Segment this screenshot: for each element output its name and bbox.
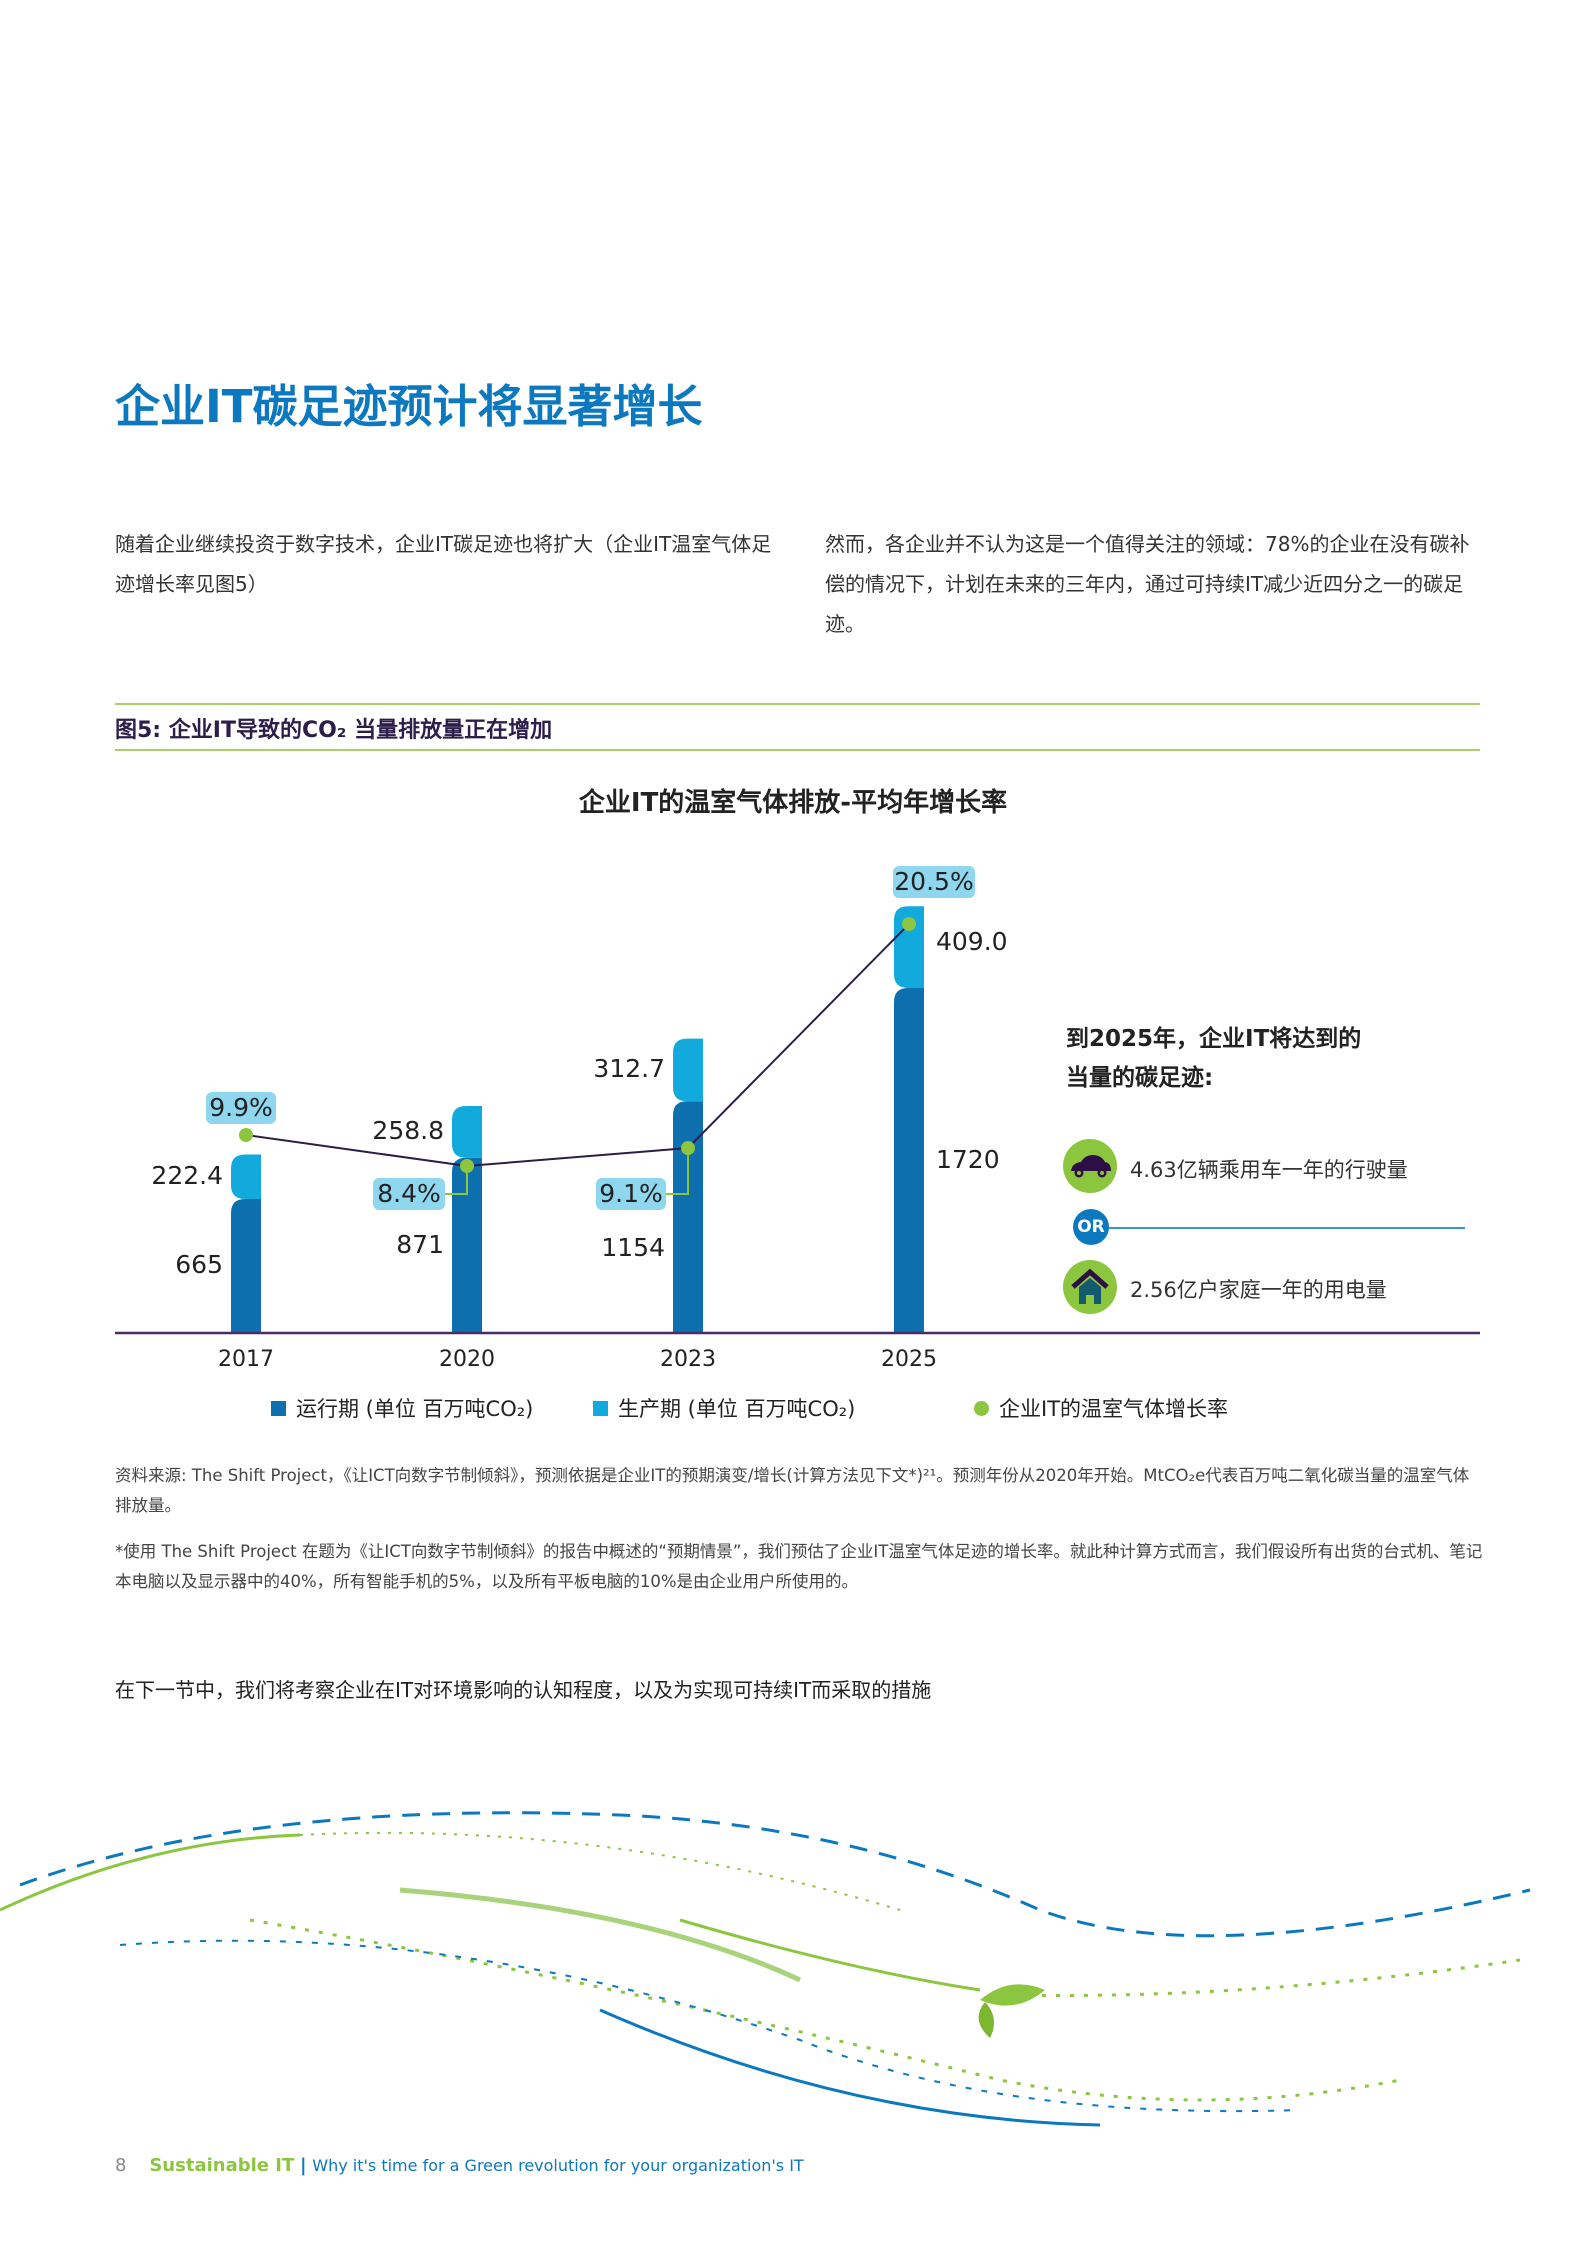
legend-swatch [974,1400,989,1416]
bar-operation-2020 [452,1157,482,1332]
house-icon [1063,1260,1117,1314]
panel-title-line1: 到2025年，企业IT将达到的 [1066,1026,1362,1052]
legend-item-growth: 企业IT的温室气体增长率 [974,1393,1228,1423]
panel-title-line2: 当量的碳足迹: [1066,1065,1214,1091]
method-note: *使用 The Shift Project 在题为《让ICT向数字节制倾斜》的报… [115,1542,1483,1591]
legend-label: 企业IT的温室气体增长率 [999,1397,1229,1421]
intro-left: 随着企业继续投资于数字技术，企业IT碳足迹也将扩大（企业IT温室气体足迹增长率见… [115,532,772,596]
growth-point-2020 [460,1159,474,1173]
growth-label-connector [665,1148,689,1195]
growth-rate-label: 8.4% [373,1178,445,1210]
legend-item-operation: 运行期 (单位 百万吨CO₂) [271,1393,533,1423]
legend-label: 运行期 (单位 百万吨CO₂) [296,1397,534,1421]
data-label-operation: 871 [396,1230,444,1259]
bar-production-2025 [894,906,924,988]
source-note: 资料来源: The Shift Project，《让ICT向数字节制倾斜》，预测… [115,1466,1470,1515]
page-number: 8 [115,2155,127,2176]
legend-swatch [271,1400,286,1416]
bar-production-2023 [673,1038,703,1102]
x-tick-label: 2017 [218,1347,274,1372]
growth-rate-label: 9.9% [206,1092,276,1124]
data-label-production: 312.7 [593,1053,665,1083]
x-tick-label: 2020 [439,1347,495,1372]
growth-point-2023 [681,1141,695,1155]
bar-operation-2023 [673,1101,703,1332]
data-label-operation: 1154 [601,1233,665,1262]
decorative-wave [0,1811,1531,2127]
divider-top [115,703,1480,705]
growth-rate-label: 20.5% [893,866,975,898]
data-label-operation: 1720 [936,1145,1000,1174]
footer: 8 Sustainable IT | Why it's time for a G… [115,2155,804,2176]
equivalence-cars: 4.63亿辆乘用车一年的行驶量 [1130,1158,1408,1182]
x-tick-label: 2023 [660,1347,716,1372]
chart-title: 企业IT的温室气体排放-平均年增长率 [578,788,1008,818]
growth-point-2017 [239,1128,253,1142]
divider-bottom [115,749,1480,751]
data-label-production: 409.0 [936,927,1008,957]
data-label-production: 222.4 [151,1160,223,1190]
next-section-text: 在下一节中，我们将考察企业在IT对环境影响的认知程度，以及为实现可持续IT而采取… [115,1678,932,1702]
growth-label-connector [445,1166,468,1195]
bar-production-2017 [231,1154,261,1199]
x-tick-label: 2025 [881,1347,937,1372]
bar-production-2020 [452,1106,482,1158]
legend-label: 生产期 (单位 百万吨CO₂) [618,1397,856,1421]
or-divider [1105,1227,1465,1229]
legend-item-production: 生产期 (单位 百万吨CO₂) [593,1393,855,1423]
growth-line [245,923,910,1168]
bar-operation-2025 [894,988,924,1332]
or-badge: OR [1073,1209,1109,1245]
intro-right: 然而，各企业并不认为这是一个值得关注的领域：78%的企业在没有碳补偿的情况下，计… [825,532,1470,636]
footer-subtitle: Why it's time for a Green revolution for… [312,2156,804,2175]
legend-swatch [593,1400,608,1416]
data-label-operation: 665 [175,1250,223,1279]
data-label-production: 258.8 [372,1115,444,1145]
car-icon [1063,1139,1117,1193]
growth-rate-label: 9.1% [596,1178,666,1210]
footer-brand: Sustainable IT [149,2155,295,2176]
figure-heading: 图5: 企业IT导致的CO₂ 当量排放量正在增加 [115,718,553,743]
footer-separator: | [299,2155,307,2176]
bar-operation-2017 [231,1199,261,1332]
growth-point-2025 [902,917,916,931]
equivalence-homes: 2.56亿户家庭一年的用电量 [1130,1278,1387,1302]
page-title: 企业IT碳足迹预计将显著增长 [115,380,703,433]
panel-title: 到2025年，企业IT将达到的 当量的碳足迹: [1066,1020,1361,1098]
